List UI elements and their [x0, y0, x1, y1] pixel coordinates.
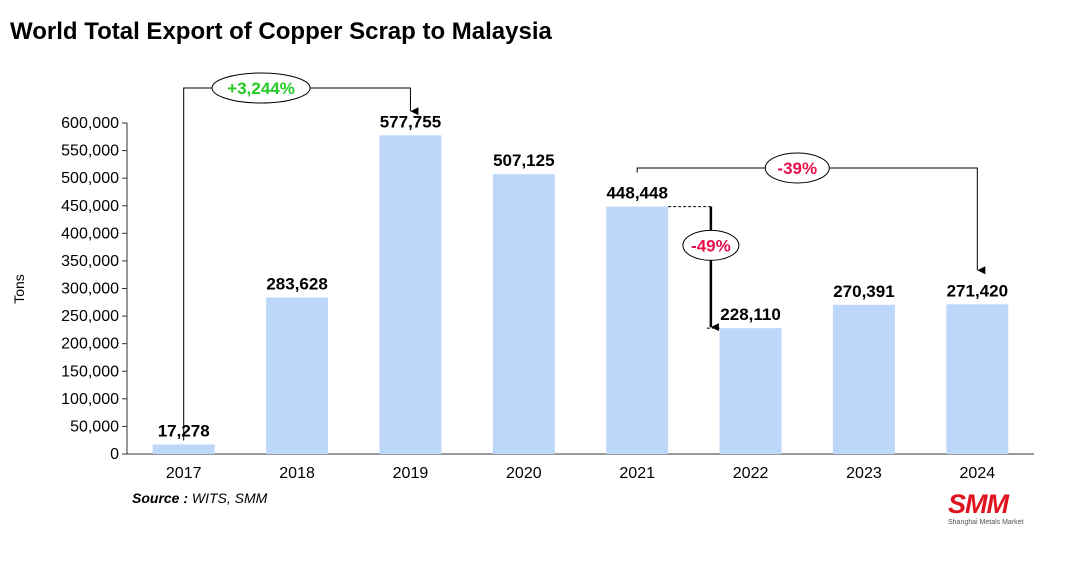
bar-2022	[719, 328, 782, 454]
y-tick-label: 0	[110, 446, 119, 463]
y-tick-label: 250,000	[61, 308, 119, 325]
y-tick-label: 400,000	[61, 225, 119, 242]
bar-2018	[266, 297, 329, 454]
y-tick-label: 150,000	[61, 363, 119, 380]
value-label: 271,420	[947, 281, 1008, 300]
x-tick-label: 2020	[506, 465, 542, 482]
x-tick-label: 2024	[960, 465, 996, 482]
x-tick-label: 2023	[846, 465, 882, 482]
bar-2024	[946, 304, 1009, 454]
logo-subtext: Shanghai Metals Market	[948, 519, 1024, 526]
y-axis: 0 50,000 100,000 150,000 200,000 250,000 300,0…	[61, 115, 128, 463]
bar-2023	[832, 304, 895, 454]
value-label: 448,448	[606, 184, 667, 203]
value-label: 507,125	[493, 151, 554, 170]
source-label: Source :	[132, 490, 189, 506]
value-label: 577,755	[380, 112, 441, 131]
y-tick-label: 50,000	[70, 418, 119, 435]
x-axis: 2017 2018 2019 2020 2021 2022 2023 2024	[127, 453, 1034, 482]
y-tick-label: 550,000	[61, 143, 119, 160]
change-label: -49%	[691, 236, 731, 255]
x-tick-label: 2022	[733, 465, 769, 482]
y-tick-label: 450,000	[61, 198, 119, 215]
source-text: WITS, SMM	[191, 490, 268, 506]
x-tick-label: 2017	[166, 465, 202, 482]
y-tick-label: 100,000	[61, 391, 119, 408]
value-label: 283,628	[266, 275, 327, 294]
smm-logo: SMM Shanghai Metals Market	[948, 490, 1028, 530]
chart-title: World Total Export of Copper Scrap to Ma…	[10, 18, 552, 45]
value-label: 270,391	[833, 282, 894, 301]
change-label: -39%	[777, 159, 817, 178]
y-axis-title: Tons	[11, 274, 27, 304]
y-tick-label: 600,000	[61, 115, 119, 132]
value-labels: 17,278283,628577,755507,125448,448228,11…	[158, 112, 1008, 440]
y-tick-label: 200,000	[61, 336, 119, 353]
bar-2020	[492, 174, 555, 455]
y-tick-label: 300,000	[61, 281, 119, 298]
annotations: +3,244% -39% -49%	[183, 72, 986, 441]
bar-2021	[606, 206, 669, 454]
y-tick-label: 500,000	[61, 170, 119, 187]
change-bubble	[764, 152, 830, 184]
change-connector	[636, 167, 986, 275]
source-note: Source : WITS, SMM	[132, 490, 267, 506]
bar-2019	[379, 135, 442, 454]
value-label: 228,110	[720, 305, 781, 324]
change-label: +3,244%	[227, 79, 295, 98]
change-bubble	[682, 229, 740, 261]
x-tick-label: 2019	[393, 465, 429, 482]
change-bubble	[211, 72, 311, 104]
x-tick-label: 2018	[279, 465, 315, 482]
bars	[152, 135, 1009, 455]
bar-2017	[152, 444, 215, 454]
x-tick-label: 2021	[619, 465, 655, 482]
y-tick-label: 350,000	[61, 253, 119, 270]
logo-mark: SMM	[948, 489, 1009, 519]
